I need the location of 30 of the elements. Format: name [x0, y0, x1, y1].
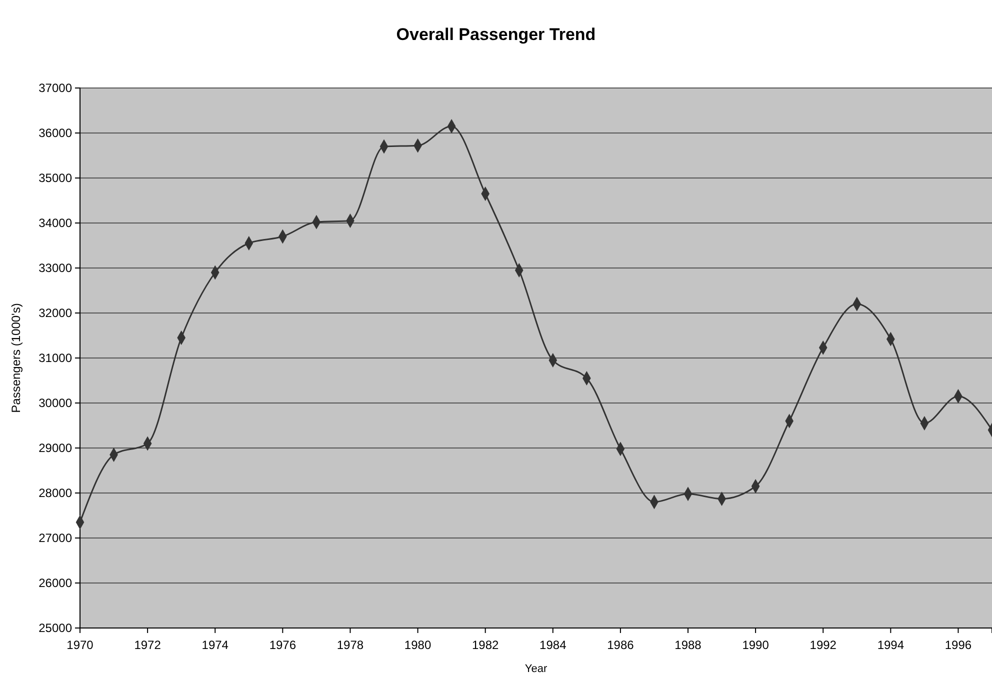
- y-tick-label: 33000: [38, 260, 72, 275]
- x-tick-label: 1980: [404, 638, 432, 652]
- x-tick-label: 1970: [66, 638, 94, 652]
- x-tick-label: 1974: [202, 638, 229, 652]
- y-tick-label: 29000: [38, 440, 72, 455]
- y-tick-label: 37000: [38, 80, 72, 95]
- x-axis-title: Year: [524, 663, 548, 675]
- y-tick-label: 34000: [38, 216, 72, 230]
- x-tick-label: 1996: [944, 638, 972, 652]
- x-tick-label: 1978: [336, 638, 364, 652]
- x-tick-label: 1988: [674, 638, 702, 652]
- y-tick-label: 35000: [38, 170, 72, 185]
- y-axis-title: Passengers (1000's): [9, 303, 23, 413]
- x-tick-label: 1986: [607, 638, 634, 652]
- x-tick-label: 1990: [742, 638, 770, 652]
- x-tick-label: 1982: [472, 638, 500, 652]
- y-tick-label: 25000: [38, 620, 72, 635]
- x-tick-label: 1972: [134, 638, 162, 652]
- x-tick-label: 1976: [269, 638, 296, 652]
- y-tick-label: 30000: [38, 396, 72, 410]
- y-tick-label: 28000: [38, 486, 72, 500]
- y-tick-label: 32000: [38, 306, 72, 320]
- x-tick-label: 1994: [877, 638, 904, 652]
- x-tick-label: 1984: [540, 638, 567, 652]
- y-tick-label: 36000: [38, 126, 72, 140]
- chart-title: Overall Passenger Trend: [396, 25, 596, 44]
- y-tick-label: 26000: [38, 576, 72, 590]
- x-tick-label: 1992: [810, 638, 837, 652]
- y-tick-label: 31000: [38, 350, 72, 365]
- y-tick-label: 27000: [38, 530, 72, 545]
